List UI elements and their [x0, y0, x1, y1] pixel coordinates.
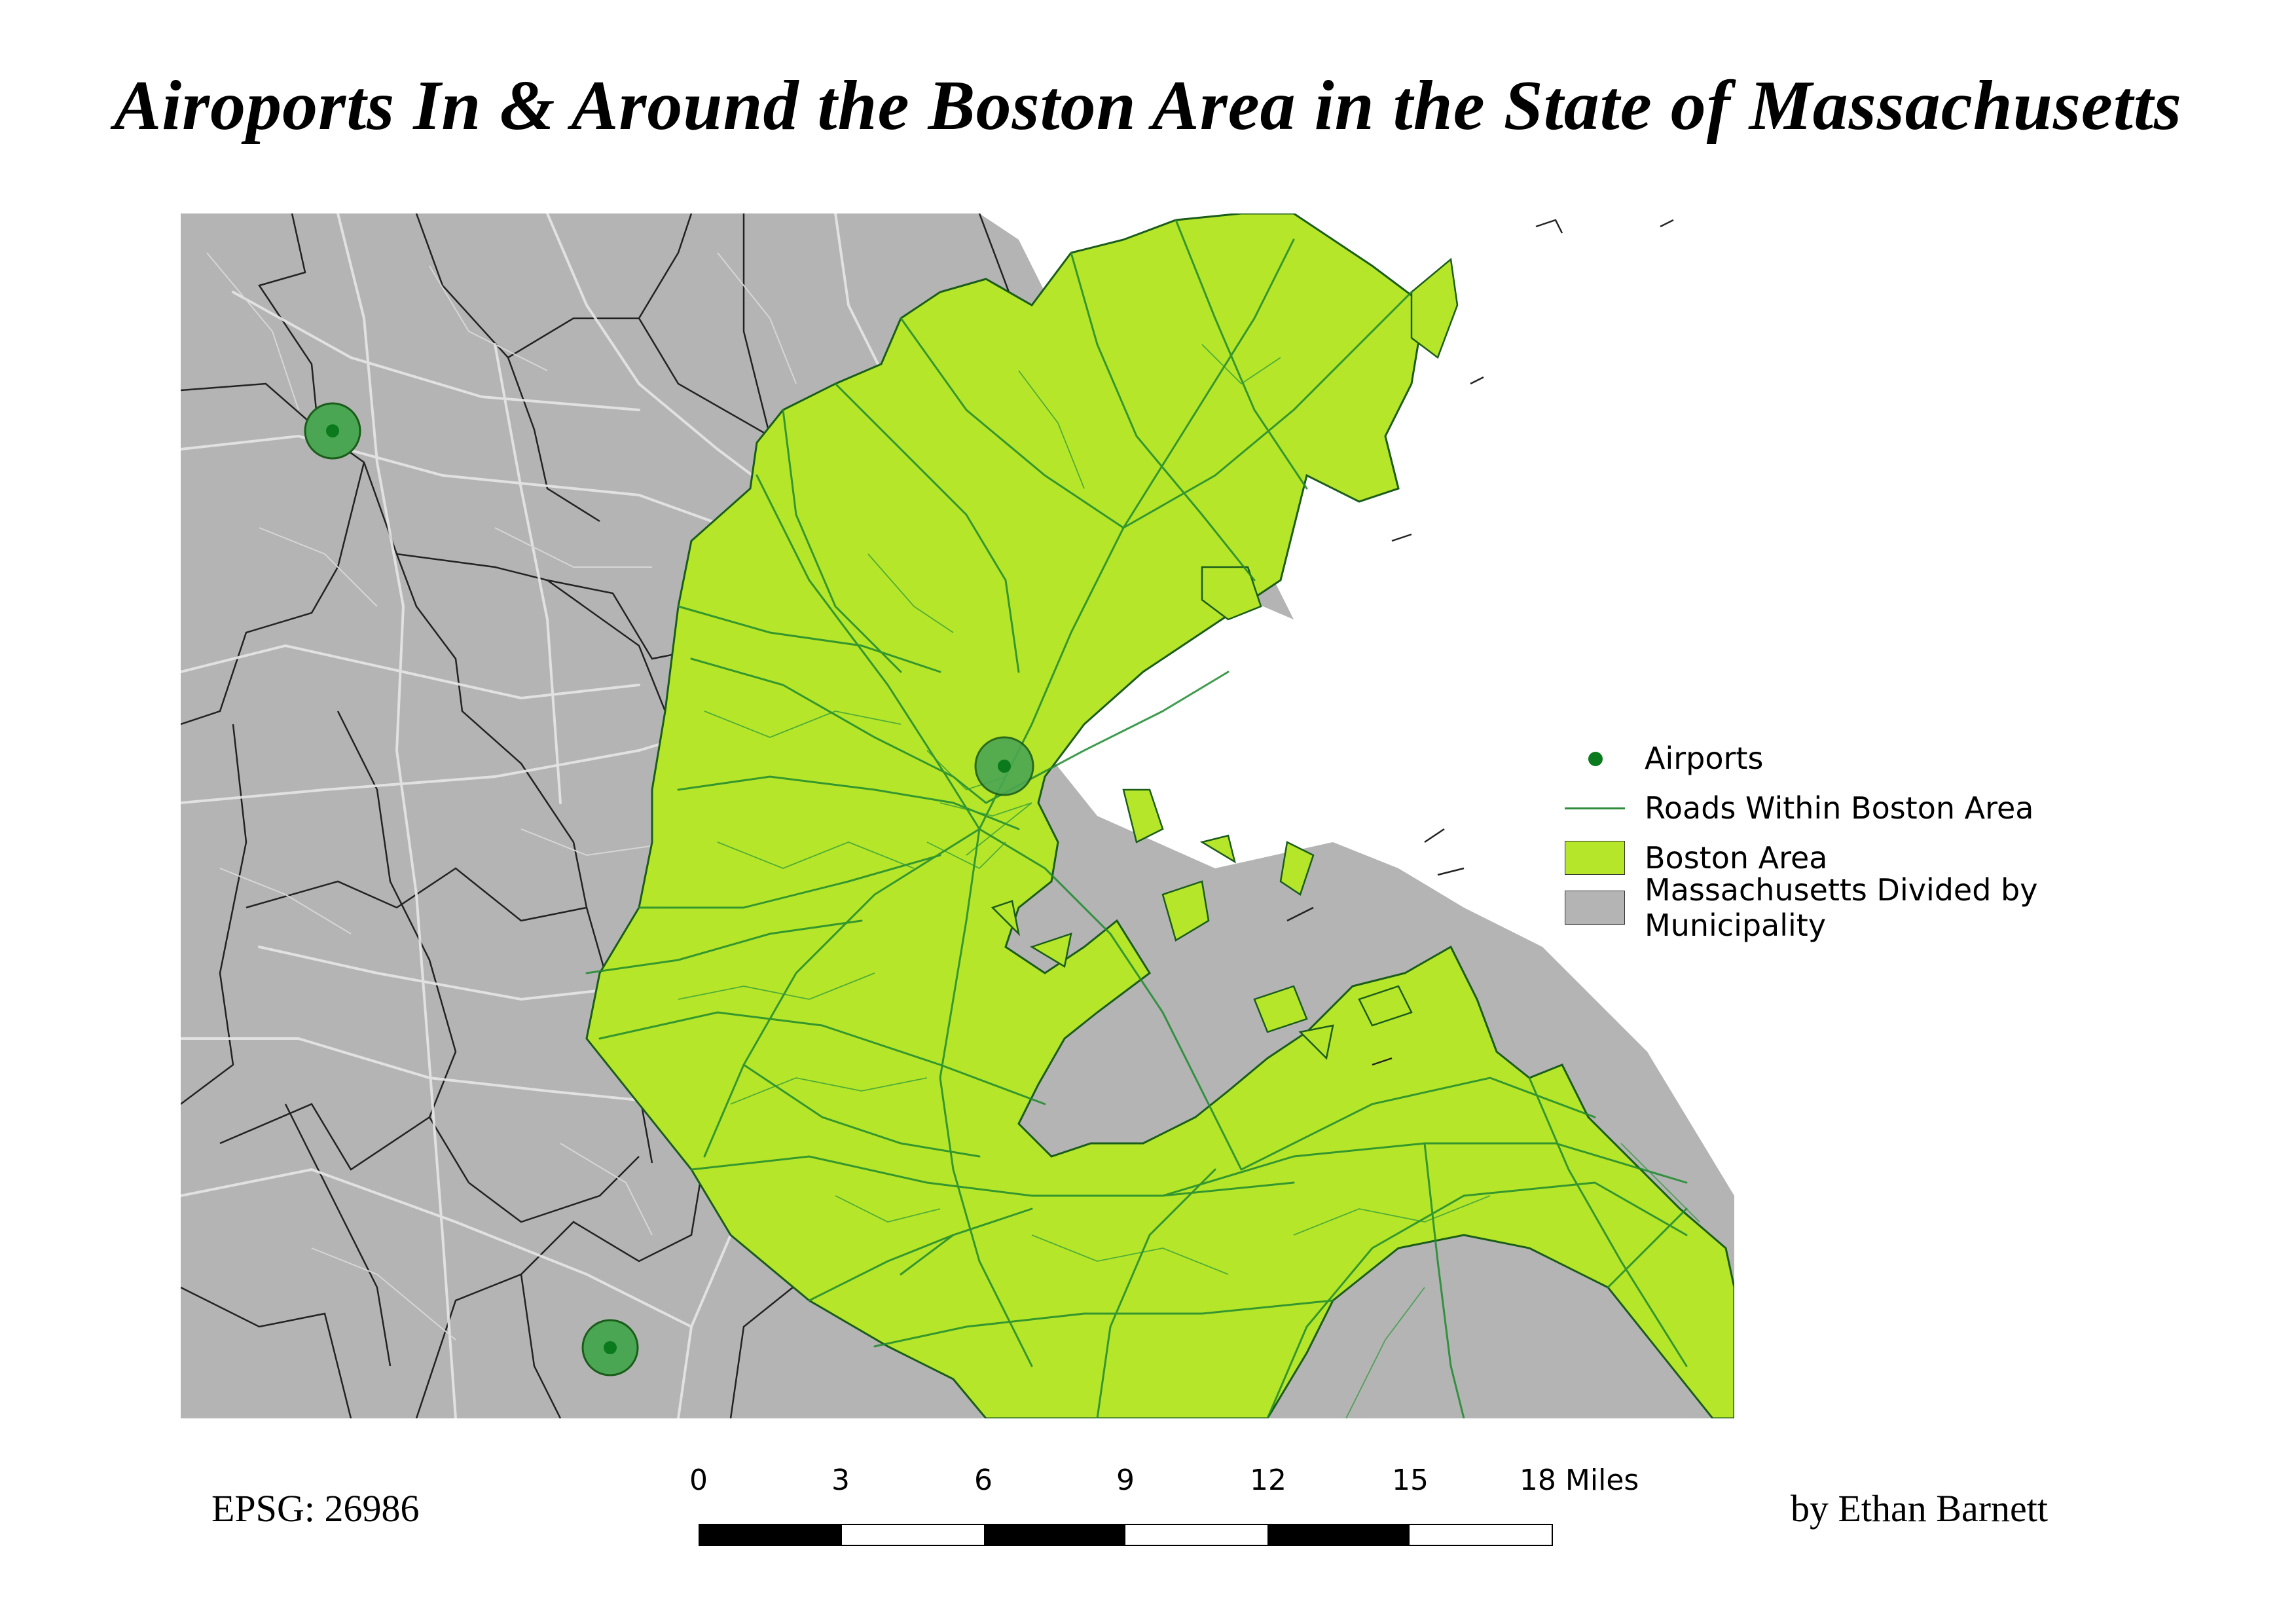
boston-area-swatch-icon	[1565, 841, 1625, 875]
roads-outside-minor	[206, 252, 797, 1340]
airport-dot-icon	[1565, 741, 1625, 775]
small-islets	[1286, 219, 1674, 1066]
scale-segment	[1125, 1525, 1268, 1545]
scale-segment	[1267, 1525, 1410, 1545]
scale-segment	[700, 1525, 842, 1545]
roads-boston-minor	[678, 344, 1700, 1418]
legend-label: Massachusetts Divided by Municipality	[1645, 872, 2038, 943]
map-canvas[interactable]	[181, 213, 1734, 1418]
legend-item-airports: Airports	[1565, 733, 2219, 783]
scale-segment	[1410, 1525, 1552, 1545]
scale-tick-label: 6	[974, 1464, 993, 1497]
map-title: Airoports In & Around the Boston Area in…	[114, 67, 2182, 145]
scale-tick-label: 18 Miles	[1519, 1464, 1639, 1497]
ocean	[979, 213, 1734, 1418]
scale-segment	[983, 1525, 1126, 1545]
legend-label: Boston Area	[1645, 840, 1828, 876]
airport-logan[interactable]	[974, 736, 1034, 796]
legend-label: Roads Within Boston Area	[1645, 790, 2034, 826]
legend-item-municipalities: Massachusetts Divided by Municipality	[1565, 872, 2219, 943]
legend-label: Airports	[1645, 741, 1764, 776]
scale-segment	[841, 1525, 984, 1545]
scale-tick-label: 0	[689, 1464, 708, 1497]
boston-area	[585, 213, 1734, 1418]
scale-bar-segments	[699, 1524, 1553, 1546]
airport-northwest[interactable]	[304, 402, 361, 460]
airport-southwest[interactable]	[581, 1319, 639, 1376]
legend-item-boston-area: Boston Area	[1565, 833, 2219, 883]
islands	[991, 257, 1459, 1060]
scale-tick-label: 9	[1116, 1464, 1135, 1497]
airport-marker-icon	[604, 1341, 617, 1354]
airport-marker-icon	[998, 760, 1011, 773]
scale-tick-label: 15	[1392, 1464, 1429, 1497]
municipality-swatch-icon	[1565, 891, 1625, 925]
epsg-label: EPSG: 26986	[211, 1487, 420, 1530]
map-frame[interactable]	[181, 213, 1734, 1418]
airport-marker-icon	[326, 424, 339, 437]
legend-item-roads: Roads Within Boston Area	[1565, 783, 2219, 833]
scale-bar: 0 3 6 9 12 15 18 Miles	[655, 1464, 1639, 1555]
roads-boston	[585, 219, 1688, 1418]
map-legend: Airports Roads Within Boston Area Boston…	[1565, 733, 2219, 943]
scale-tick-label: 3	[831, 1464, 850, 1497]
author-credit: by Ethan Barnett	[1791, 1487, 2049, 1530]
scale-tick-label: 12	[1250, 1464, 1286, 1497]
road-line-icon	[1565, 791, 1625, 825]
